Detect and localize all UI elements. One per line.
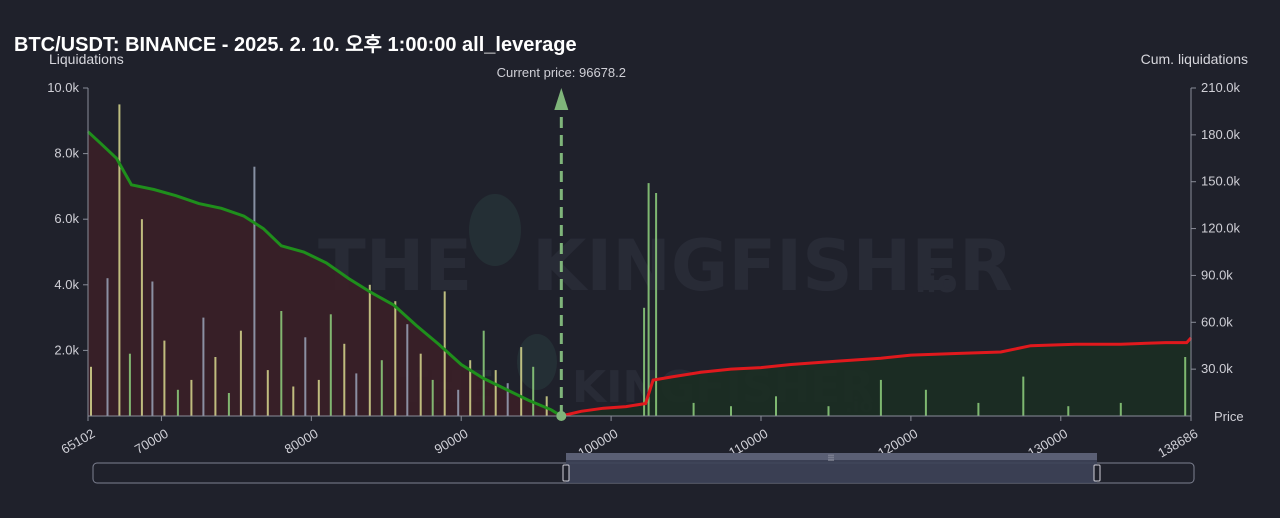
liquidation-bar bbox=[482, 330, 485, 416]
liquidation-bar bbox=[643, 307, 646, 416]
liquidation-bar bbox=[520, 347, 523, 416]
range-handle-right[interactable] bbox=[1093, 464, 1101, 482]
liquidation-bar bbox=[329, 314, 332, 416]
liquidation-bar bbox=[1119, 402, 1122, 416]
grip-icon: ⦙⦙⦙ bbox=[828, 454, 834, 464]
range-handle-left[interactable] bbox=[562, 464, 570, 482]
liquidation-bar bbox=[419, 353, 422, 416]
chart-title: BTC/USDT: BINANCE - 2025. 2. 10. 오후 1:00… bbox=[14, 34, 577, 56]
liquidation-bar bbox=[176, 389, 179, 416]
y2-tick-label: 210.0k bbox=[1201, 80, 1241, 95]
x-tick-label: 80000 bbox=[282, 426, 321, 457]
liquidation-bar bbox=[343, 343, 346, 416]
y2-tick-label: 30.0k bbox=[1201, 361, 1233, 376]
liquidation-bar bbox=[443, 291, 446, 416]
current-price-dot bbox=[556, 411, 567, 421]
y2-tick-label: 150.0k bbox=[1201, 174, 1241, 189]
kingfisher-bird-icon bbox=[469, 194, 521, 266]
liquidation-bar bbox=[457, 389, 460, 416]
liquidation-bar bbox=[394, 301, 397, 416]
left-y-ticks: 10.0k 8.0k 6.0k 4.0k 2.0k bbox=[47, 80, 88, 357]
liquidation-bar bbox=[380, 360, 383, 416]
liquidation-bar bbox=[827, 406, 830, 416]
watermark-io: .io bbox=[915, 265, 957, 300]
liquidation-bar bbox=[239, 330, 242, 416]
liquidation-bar bbox=[406, 324, 409, 416]
short-cumulative-area bbox=[561, 337, 1191, 416]
liquidation-bar bbox=[494, 370, 497, 416]
long-cumulative-line bbox=[86, 130, 563, 418]
liquidation-bar bbox=[163, 340, 166, 416]
liquidation-bar bbox=[647, 183, 650, 416]
liquidation-bar bbox=[355, 373, 358, 416]
current-price-label: Current price: 96678.2 bbox=[497, 65, 626, 80]
x-tick-label: 70000 bbox=[132, 426, 171, 457]
x-tick-label: 90000 bbox=[432, 426, 471, 457]
x-tick-label: 138686 bbox=[1155, 426, 1200, 461]
liquidation-bars bbox=[90, 104, 1187, 417]
watermark-kingfisher: KINGFISHER bbox=[532, 225, 1013, 307]
y2-tick-label: 60.0k bbox=[1201, 314, 1233, 329]
liquidation-bar bbox=[227, 393, 230, 416]
y-tick-label: 10.0k bbox=[47, 80, 79, 95]
y-tick-label: 2.0k bbox=[54, 342, 79, 357]
y-tick-label: 8.0k bbox=[54, 146, 79, 161]
right-y-ticks: 210.0k 180.0k 150.0k 120.0k 90.0k 60.0k 30.0k bbox=[1191, 80, 1241, 376]
liquidation-bar bbox=[253, 166, 256, 416]
x-axis-label: Price bbox=[1214, 409, 1244, 424]
liquidation-bar bbox=[151, 281, 154, 416]
liquidation-bar bbox=[280, 311, 283, 416]
liquidation-bar bbox=[1067, 406, 1070, 416]
liquidation-bar bbox=[304, 337, 307, 416]
liquidation-bar bbox=[655, 193, 658, 416]
liquidation-bar bbox=[469, 360, 472, 416]
liquidation-bar bbox=[368, 284, 371, 416]
left-axis-label: Liquidations bbox=[49, 51, 124, 67]
current-price-arrow-icon bbox=[554, 88, 569, 110]
liquidation-bar bbox=[879, 379, 882, 416]
liquidation-bar bbox=[775, 396, 777, 416]
liquidation-bar bbox=[431, 379, 434, 416]
liquidation-bar bbox=[1184, 357, 1187, 416]
liquidation-bar bbox=[202, 317, 205, 416]
liquidation-bar bbox=[977, 402, 980, 416]
liquidation-bar bbox=[545, 396, 548, 416]
short-cumulative-line bbox=[560, 336, 1193, 418]
y2-tick-label: 90.0k bbox=[1201, 267, 1233, 282]
liquidation-bar bbox=[214, 357, 217, 416]
range-scrollbar-grip[interactable] bbox=[566, 453, 1097, 460]
long-cumulative-area bbox=[88, 131, 562, 416]
liquidation-bar bbox=[90, 366, 92, 416]
liquidation-bar bbox=[506, 383, 509, 416]
liquidation-bar bbox=[730, 406, 732, 416]
liquidation-bar bbox=[266, 370, 269, 416]
kingfisher-bird-icon-small bbox=[517, 334, 557, 390]
liquidation-bar bbox=[118, 104, 121, 417]
liquidation-bar bbox=[140, 219, 143, 416]
liquidation-bar bbox=[106, 278, 109, 416]
liquidation-bar bbox=[292, 386, 295, 416]
liquidation-bar bbox=[128, 353, 131, 416]
liquidation-bar bbox=[1022, 376, 1025, 416]
y2-tick-label: 120.0k bbox=[1201, 221, 1241, 236]
y2-tick-label: 180.0k bbox=[1201, 127, 1241, 142]
right-axis-label: Cum. liquidations bbox=[1140, 51, 1248, 67]
liquidation-bar bbox=[532, 366, 535, 416]
x-tick-label: 65102 bbox=[59, 426, 98, 457]
liquidation-bar bbox=[317, 379, 320, 416]
liquidation-bar bbox=[924, 389, 927, 416]
y-tick-label: 6.0k bbox=[54, 211, 79, 226]
liquidation-bar bbox=[190, 379, 193, 416]
liquidation-bar bbox=[692, 402, 695, 416]
y-tick-label: 4.0k bbox=[54, 277, 79, 292]
